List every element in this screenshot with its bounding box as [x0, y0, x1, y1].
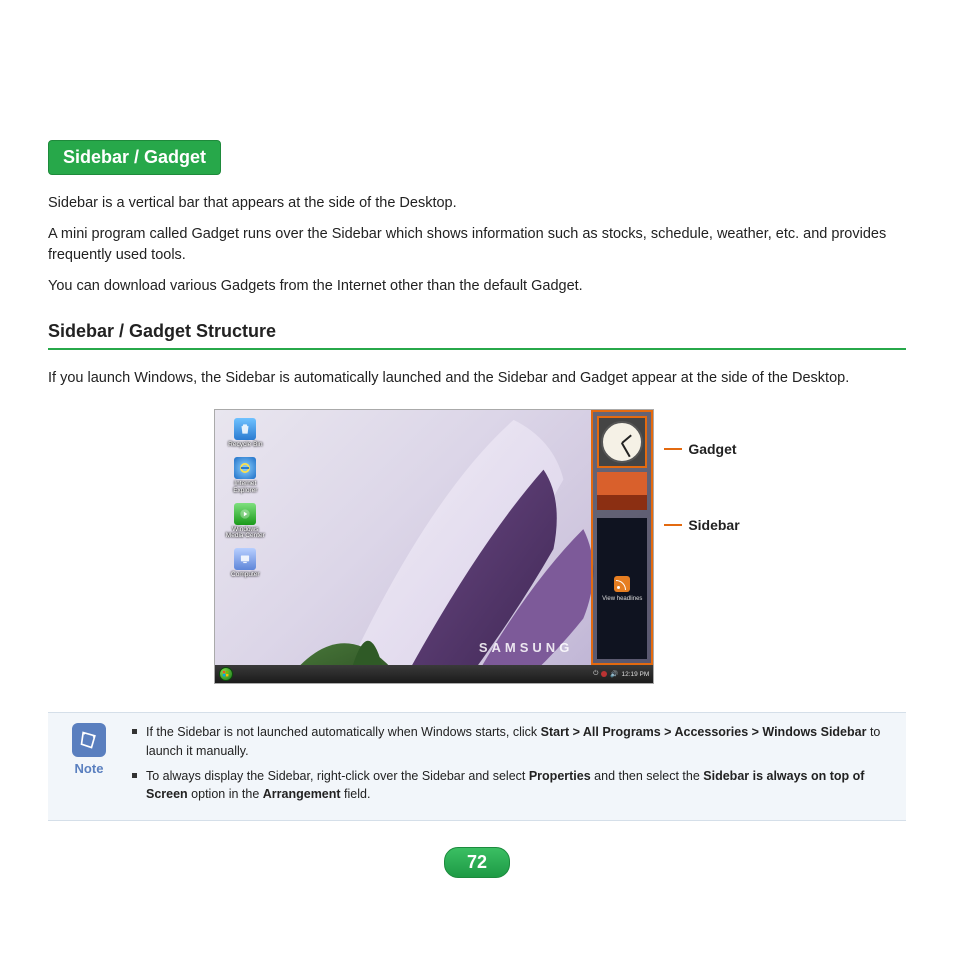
desktop-icon-internet-explorer[interactable]: Internet Explorer	[223, 457, 267, 495]
note-icon	[72, 723, 106, 757]
wallpaper	[215, 410, 653, 683]
clock-icon	[601, 421, 643, 463]
callout-label: Gadget	[688, 441, 736, 457]
tray-icon	[601, 671, 607, 677]
desktop-screenshot-figure: Recycle Bin Internet Explorer Windows Me…	[48, 409, 906, 684]
subheading: Sidebar / Gadget Structure	[48, 321, 906, 350]
desktop-icon-recycle-bin[interactable]: Recycle Bin	[223, 418, 267, 449]
note-label: Note	[75, 761, 104, 776]
page-number: 72	[444, 847, 510, 878]
intro-paragraph-1: Sidebar is a vertical bar that appears a…	[48, 193, 906, 214]
ie-icon	[234, 457, 256, 479]
rss-icon	[614, 576, 630, 592]
desktop-icon-computer[interactable]: Computer	[223, 548, 267, 579]
desktop-icon-label: Internet Explorer	[223, 481, 267, 495]
tray-clock: 12:19 PM	[621, 671, 649, 678]
computer-icon	[234, 548, 256, 570]
gadget-feed[interactable]: View headlines	[597, 518, 647, 659]
system-tray[interactable]: ⏻ 🔊 12:19 PM	[593, 670, 649, 678]
callout-label: Sidebar	[688, 517, 739, 533]
recycle-bin-icon	[234, 418, 256, 440]
wallpaper-brand-text: SAMSUNG	[479, 640, 573, 655]
gadget-slideshow[interactable]	[597, 472, 647, 510]
note-list: If the Sidebar is not launched automatic…	[132, 723, 890, 810]
note-box: Note If the Sidebar is not launched auto…	[48, 712, 906, 821]
desktop-icon-label: Windows Media Center	[223, 527, 267, 541]
desktop-icons-column: Recycle Bin Internet Explorer Windows Me…	[223, 418, 267, 579]
note-item: If the Sidebar is not launched automatic…	[132, 723, 890, 761]
callout-gadget: Gadget	[664, 441, 739, 457]
desktop-icon-label: Recycle Bin	[223, 442, 267, 449]
intro-paragraph-2: A mini program called Gadget runs over t…	[48, 224, 906, 266]
intro-paragraph-3: You can download various Gadgets from th…	[48, 276, 906, 297]
taskbar[interactable]: ⏻ 🔊 12:19 PM	[215, 665, 653, 683]
callout-line	[664, 524, 682, 526]
desktop-screenshot: Recycle Bin Internet Explorer Windows Me…	[214, 409, 654, 684]
gadget-clock[interactable]	[597, 416, 647, 468]
desktop-icon-media-center[interactable]: Windows Media Center	[223, 503, 267, 541]
callout-sidebar: Sidebar	[664, 517, 739, 533]
section-heading-badge: Sidebar / Gadget	[48, 140, 221, 175]
feed-headlines-label: View headlines	[602, 596, 642, 602]
tray-icon: 🔊	[610, 670, 618, 678]
structure-intro: If you launch Windows, the Sidebar is au…	[48, 368, 906, 389]
desktop-icon-label: Computer	[223, 572, 267, 579]
media-center-icon	[234, 503, 256, 525]
callout-line	[664, 448, 682, 450]
tray-icon: ⏻	[593, 670, 598, 678]
start-button[interactable]	[219, 667, 233, 681]
note-item: To always display the Sidebar, right-cli…	[132, 767, 890, 805]
windows-sidebar[interactable]: View headlines	[591, 410, 653, 665]
figure-callouts: Gadget Sidebar	[664, 409, 739, 684]
